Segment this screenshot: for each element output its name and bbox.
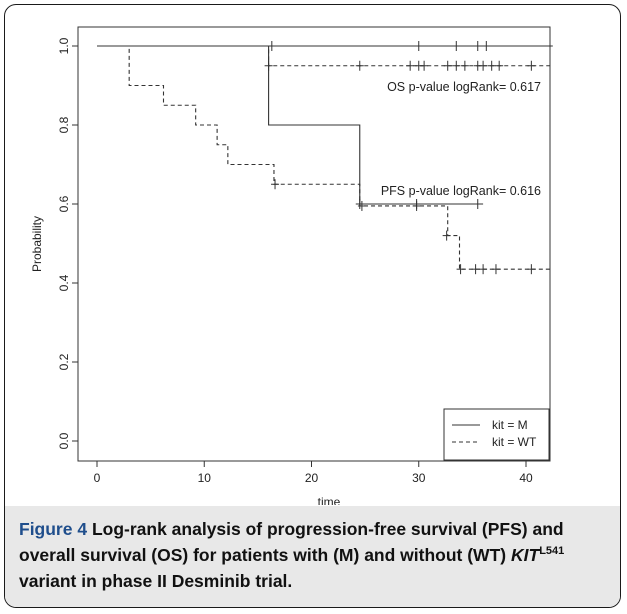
x-tick-label: 30 bbox=[412, 471, 426, 485]
x-tick-label: 20 bbox=[305, 471, 319, 485]
y-tick-label: 0.6 bbox=[57, 195, 71, 212]
x-axis-label: time bbox=[318, 495, 341, 505]
censor-marks bbox=[264, 41, 536, 275]
legend: kit = M kit = WT bbox=[443, 408, 550, 461]
pfs-pvalue-annotation: PFS p-value logRank= 0.616 bbox=[381, 184, 541, 198]
series-line-m-2 bbox=[97, 45, 484, 205]
caption-gene-superscript: L541 bbox=[539, 545, 565, 558]
caption-text: Log-rank analysis of progression-free su… bbox=[19, 519, 564, 565]
series-line-wt-1 bbox=[97, 45, 553, 67]
axes: 0 10 20 30 40 0.0 0.2 0.4 0.6 0.8 1.0 time Probabili… bbox=[30, 37, 533, 505]
caption-text-end: variant in phase II Desminib trial. bbox=[19, 571, 293, 591]
x-tick-label: 0 bbox=[94, 471, 101, 485]
y-tick-label: 0.2 bbox=[57, 353, 71, 370]
figure-caption: Figure 4 Log-rank analysis of progressio… bbox=[19, 516, 614, 594]
x-tick-label: 40 bbox=[519, 471, 533, 485]
x-tick-label: 10 bbox=[198, 471, 212, 485]
annotations: OS p-value logRank= 0.617 PFS p-value log… bbox=[381, 80, 541, 198]
y-tick-label: 0.4 bbox=[57, 274, 71, 291]
plot-border bbox=[77, 26, 551, 462]
caption-background bbox=[5, 506, 620, 607]
legend-box bbox=[443, 408, 550, 461]
y-tick-label: 0.0 bbox=[57, 432, 71, 449]
caption-gene: KIT bbox=[510, 545, 540, 565]
km-chart: 0 10 20 30 40 0.0 0.2 0.4 0.6 0.8 1.0 time Probabili… bbox=[30, 26, 553, 505]
figure-panel: 0 10 20 30 40 0.0 0.2 0.4 0.6 0.8 1.0 time Probabili… bbox=[4, 4, 621, 608]
legend-label-wt: kit = WT bbox=[492, 435, 537, 449]
y-tick-label: 1.0 bbox=[57, 37, 71, 54]
caption-label: Figure 4 bbox=[19, 519, 88, 539]
y-axis-label: Probability bbox=[30, 216, 44, 272]
os-pvalue-annotation: OS p-value logRank= 0.617 bbox=[387, 80, 541, 94]
series-line-wt-3 bbox=[97, 45, 553, 270]
plot-area bbox=[77, 26, 551, 462]
legend-label-m: kit = M bbox=[492, 418, 528, 432]
y-tick-label: 0.8 bbox=[57, 116, 71, 133]
